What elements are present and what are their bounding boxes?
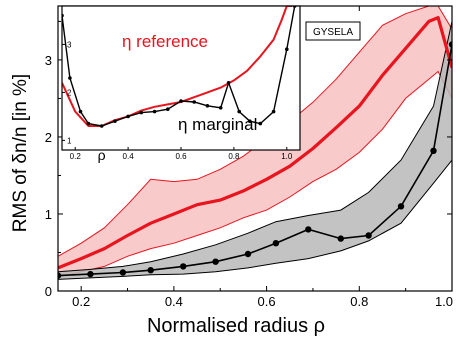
marginal-point [87, 270, 94, 278]
y-axis-label: RMS of δn/n [in %] [10, 74, 31, 232]
inset-y-tick-label: 3 [67, 40, 72, 49]
inset-marginal-point [205, 104, 210, 108]
x-tick-label: 0.6 [258, 294, 276, 309]
inset-marginal-point [152, 109, 157, 114]
reference-band-lower [58, 70, 452, 278]
inset-marginal-point [226, 81, 231, 85]
inset-x-tick-label: 0.8 [228, 152, 240, 161]
marginal-point [430, 147, 437, 154]
marginal-point [244, 250, 252, 258]
inset-x-axis-label: ρ [98, 147, 106, 163]
inset-marginal-point [218, 106, 223, 110]
x-tick-label: 0.4 [165, 294, 183, 309]
y-tick-label: 1 [45, 207, 52, 222]
inset-marginal-point [271, 109, 276, 114]
marginal-point [119, 269, 127, 276]
reference-band [58, 6, 452, 278]
marginal-point [365, 232, 372, 239]
inset-marginal-point [78, 109, 83, 114]
inset-marginal-point [99, 124, 104, 128]
inset-marginal-point [113, 119, 117, 123]
inset-x-tick-label: 0.4 [123, 152, 135, 161]
marginal-point [147, 267, 154, 274]
inset-x-tick-label: 1.0 [281, 152, 293, 161]
marginal-point [397, 203, 405, 210]
x-axis-label: Normalised radius ρ [147, 315, 325, 337]
marginal-point [58, 272, 62, 279]
inset-marginal-point [126, 114, 130, 119]
inset-reference-label: η reference [122, 32, 208, 51]
inset-plot: 0.2 0.4 0.6 0.8 1.0 1 2 3 η reference η margina… [61, 5, 301, 163]
inset-x-tick-label: 0.6 [175, 152, 187, 161]
x-tick-label: 0.2 [72, 294, 90, 309]
y-tick-label: 3 [45, 53, 52, 68]
x-tick-label: 1.0 [435, 294, 453, 309]
marginal-band [58, 21, 452, 280]
inset-y-tick-label: 2 [67, 88, 72, 97]
inset-x-tick-label: 0.2 [70, 152, 82, 161]
inset-marginal-point [179, 99, 183, 103]
reference-line [58, 16, 452, 270]
inset-y-tick-label: 1 [67, 136, 72, 145]
inset-marginal-point [237, 109, 241, 114]
main-plot: 0.2 0.4 0.6 0.8 1.0 0 1 2 3 [45, 5, 453, 309]
marginal-line [58, 44, 452, 277]
inset-marginal-point [192, 100, 196, 104]
y-tick-label: 2 [45, 130, 52, 145]
y-tick-label: 0 [45, 284, 52, 299]
marginal-point [212, 258, 219, 265]
inset-marginal-point [285, 47, 289, 51]
inset-marginal-point [86, 121, 91, 126]
inset-marginal-point [248, 119, 252, 123]
marginal-point [448, 41, 452, 48]
marginal-point [180, 263, 187, 270]
marginal-point [305, 226, 312, 233]
inset-marginal-label: η marginal [178, 115, 257, 134]
marginal-band-upper [58, 21, 452, 273]
inset-marginal-point [166, 107, 170, 111]
x-tick-label: 0.8 [350, 294, 368, 309]
marginal-point [337, 235, 344, 242]
inset-marginal-point [68, 76, 72, 80]
gysela-tag-text: GYSELA [313, 27, 353, 38]
marginal-point [272, 240, 280, 247]
marginal-band-lower [58, 159, 452, 280]
inset-marginal-point [139, 110, 144, 115]
gysela-tag: GYSELA [305, 21, 361, 41]
inset-marginal-point [258, 121, 263, 126]
